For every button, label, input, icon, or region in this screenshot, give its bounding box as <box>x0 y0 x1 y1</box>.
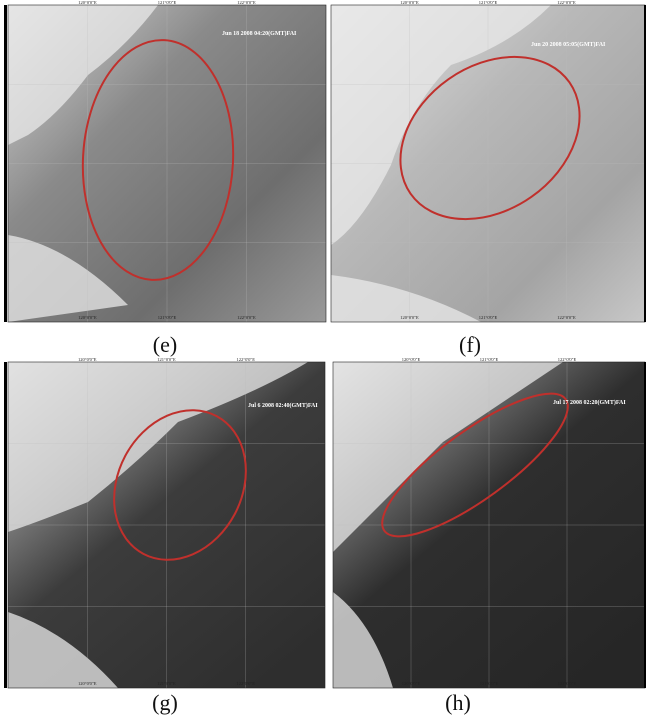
edge-bar <box>4 362 7 688</box>
x-tick-label: 120°0'0"E <box>78 357 97 362</box>
x-tick-label: 122°0'0"E <box>237 0 256 5</box>
x-tick-label: 122°0'0"E <box>557 315 576 320</box>
region-ellipse <box>113 409 247 561</box>
region-ellipse <box>399 55 581 221</box>
timestamp: Jul 6 2008 02:40(GMT)FAI <box>248 402 318 409</box>
x-tick-label: 121°0'0"E <box>480 681 499 686</box>
x-tick-label: 120°0'0"E <box>78 681 97 686</box>
x-tick-label: 120°0'0"E <box>402 357 421 362</box>
x-tick-label: 122°0'0"E <box>557 0 576 5</box>
edge-bar <box>644 362 646 688</box>
panel: Jun 20 2008 05:05(GMT)FAI 120°0'0"E 120°0'… <box>330 0 646 323</box>
x-tick-label: 120°0'0"E <box>400 315 419 320</box>
x-tick-label: 122°0'0"E <box>558 357 577 362</box>
panel-label: (e) <box>153 332 177 357</box>
edge-bar <box>4 5 7 322</box>
x-tick-label: 121°0'0"E <box>158 315 177 320</box>
x-tick-label: 121°0'0"E <box>479 315 498 320</box>
panel-label: (f) <box>459 332 481 357</box>
x-tick-label: 121°0'0"E <box>479 0 498 5</box>
timestamp: Jun 18 2008 04:20(GMT)FAI <box>222 30 297 37</box>
timestamp: Jul 17 2008 02:20(GMT)FAI <box>553 399 626 406</box>
panel-label: (h) <box>445 690 471 715</box>
x-tick-label: 120°0'0"E <box>78 0 97 5</box>
timestamp: Jun 20 2008 05:05(GMT)FAI <box>531 41 606 48</box>
panel-label: (g) <box>152 690 178 715</box>
x-tick-label: 121°0'0"E <box>158 0 177 5</box>
x-tick-label: 122°0'0"E <box>237 315 256 320</box>
x-tick-label: 122°0'0"E <box>558 681 577 686</box>
x-tick-label: 121°0'0"E <box>157 681 176 686</box>
panel: Jul 17 2008 02:20(GMT)FAI 120°0'0"E 120°0'… <box>332 357 646 689</box>
x-tick-label: 122°0'0"E <box>237 357 256 362</box>
region-ellipse <box>381 392 569 538</box>
panel-border <box>7 361 326 689</box>
edge-bar <box>644 5 646 322</box>
x-tick-label: 122°0'0"E <box>237 681 256 686</box>
panel-border <box>7 4 327 323</box>
x-tick-label: 121°0'0"E <box>480 357 499 362</box>
x-tick-label: 120°0'0"E <box>78 315 97 320</box>
x-tick-label: 120°0'0"E <box>402 681 421 686</box>
x-tick-label: 121°0'0"E <box>157 357 176 362</box>
panel: Jun 18 2008 04:20(GMT)FAI 120°0'0"E 120°0'… <box>7 0 327 323</box>
panel: Jul 6 2008 02:40(GMT)FAI 120°0'0"E 120°0'0… <box>7 357 326 689</box>
region-ellipse <box>81 39 235 281</box>
x-tick-label: 120°0'0"E <box>400 0 419 5</box>
